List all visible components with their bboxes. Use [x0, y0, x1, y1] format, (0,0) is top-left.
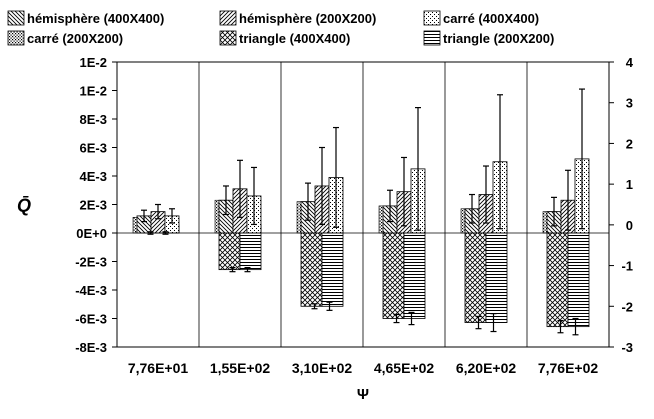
bar-hlines	[321, 224, 344, 307]
x-axis-title: Ψ	[357, 386, 369, 403]
bar-hlines	[403, 224, 426, 319]
left-tick-label: 2E-3	[80, 198, 107, 213]
bar-hlines	[485, 224, 508, 323]
left-tick-label: -2E-3	[75, 255, 107, 270]
x-tick-label: 1,55E+02	[210, 360, 271, 376]
left-tick-label: 1E-2	[80, 84, 107, 99]
bar-crosshatch	[464, 224, 487, 323]
x-tick-label: 7,76E+01	[128, 360, 189, 376]
bar-crosshatch	[382, 224, 405, 319]
left-tick-label: -8E-3	[75, 340, 107, 355]
left-tick-label: -6E-3	[75, 312, 107, 327]
legend: hémisphère (400X400) hémisphère (200X200)…	[7, 10, 554, 46]
bar-crosshatch	[300, 224, 323, 307]
legend-swatch	[7, 10, 25, 26]
legend-label: triangle (400X400)	[239, 31, 350, 46]
right-tick-label: -3	[621, 340, 633, 355]
right-tick-label: -1	[621, 259, 633, 274]
legend-label: hémisphère (400X400)	[27, 11, 164, 26]
left-tick-label: 8E-3	[80, 112, 107, 127]
y-axis-title: Q̄	[17, 195, 31, 215]
legend-swatch	[219, 10, 237, 26]
plot-area	[132, 88, 590, 336]
right-tick-label: 3	[626, 96, 633, 111]
legend-label: hémisphère (200X200)	[239, 11, 376, 26]
x-tick-label: 3,10E+02	[292, 360, 353, 376]
legend-label: carré (400X400)	[443, 11, 539, 26]
right-tick-label: 1	[626, 177, 633, 192]
right-tick-label: 2	[626, 136, 633, 151]
bar-hlines	[567, 224, 590, 328]
bar-crosshatch	[546, 224, 569, 328]
legend-swatch	[7, 30, 25, 46]
right-tick-label: 4	[626, 55, 634, 70]
x-tick-label: 6,20E+02	[456, 360, 517, 376]
axes: -8E-3 -6E-3 -4E-3 -2E-3 0E+0 2E-3 4E-3 6E-3 8E-3…	[17, 55, 634, 403]
right-tick-label: -2	[621, 299, 633, 314]
legend-label: carré (200X200)	[27, 31, 123, 46]
legend-swatch	[423, 30, 441, 46]
legend-swatch	[219, 30, 237, 46]
left-tick-label: 4E-3	[80, 169, 107, 184]
left-tick-label: 6E-3	[80, 141, 107, 156]
x-tick-label: 4,65E+02	[374, 360, 435, 376]
right-tick-label: 0	[626, 218, 633, 233]
legend-label: triangle (200X200)	[443, 31, 554, 46]
x-tick-label: 7,76E+02	[538, 360, 599, 376]
left-tick-label: 1E-2	[80, 55, 107, 70]
left-tick-label: 0E+0	[76, 226, 107, 241]
legend-swatch	[423, 10, 441, 26]
left-tick-label: -4E-3	[75, 283, 107, 298]
